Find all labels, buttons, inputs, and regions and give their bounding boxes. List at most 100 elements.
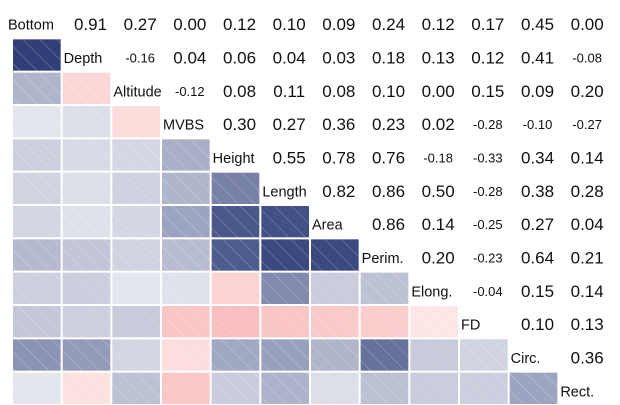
tile-Altitude-Bottom: [13, 72, 61, 104]
tile-Rect.-Height: [211, 372, 260, 404]
tile-Elong.-Height: [211, 272, 260, 304]
value-Bottom-Circ.: 0.45: [521, 15, 554, 34]
value-Altitude-Rect.: 0.20: [571, 82, 604, 101]
tile-hatch: [162, 239, 210, 271]
tile-hatch: [162, 306, 210, 338]
tile-FD-Elong.: [410, 306, 458, 338]
value-FD-Rect.: 0.13: [571, 315, 604, 334]
tile-Perim.-Depth: [62, 239, 111, 271]
value-Bottom-Length: 0.10: [273, 15, 306, 34]
value-Area-Rect.: 0.04: [571, 215, 604, 234]
variable-labels: Bottom Depth Altitude MVBS Height Length Area P…: [8, 18, 594, 401]
tile-Area-MVBS: [162, 206, 210, 238]
value-Altitude-FD: 0.15: [471, 82, 504, 101]
tile-hatch: [311, 372, 359, 404]
tile-Elong.-MVBS: [162, 272, 210, 304]
tile-hatch: [13, 272, 61, 304]
tile-Area-Height: [211, 206, 260, 238]
value-Depth-FD: 0.12: [471, 49, 504, 68]
tile-hatch: [62, 272, 111, 304]
value-Altitude-Length: 0.11: [273, 82, 305, 101]
tile-Elong.-Length: [261, 272, 309, 304]
correlation-tiles: [13, 39, 558, 404]
value-Bottom-Elong.: 0.12: [422, 15, 455, 34]
tile-hatch: [162, 139, 210, 171]
value-MVBS-Rect.: -0.27: [572, 117, 602, 132]
tile-hatch: [62, 72, 111, 104]
tile-hatch: [360, 339, 409, 371]
tile-hatch: [211, 339, 260, 371]
tile-Elong.-Perim.: [360, 272, 409, 304]
tile-Circ.-Area: [311, 339, 359, 371]
variable-label-altitude: Altitude: [113, 84, 161, 100]
value-Elong.-FD: -0.04: [473, 284, 503, 299]
tile-MVBS-Altitude: [112, 106, 160, 138]
value-MVBS-Height: 0.30: [223, 115, 256, 134]
tile-hatch: [211, 172, 260, 204]
tile-Circ.-Perim.: [360, 339, 409, 371]
value-Circ.-Rect.: 0.36: [571, 349, 604, 368]
tile-Circ.-Elong.: [410, 339, 458, 371]
tile-Area-Length: [261, 206, 309, 238]
tile-hatch: [261, 306, 309, 338]
tile-Rect.-FD: [460, 372, 508, 404]
tile-Rect.-Circ.: [509, 372, 558, 404]
tile-hatch: [162, 339, 210, 371]
tile-Height-Altitude: [112, 139, 160, 171]
tile-hatch: [162, 172, 210, 204]
tile-hatch: [211, 206, 260, 238]
tile-Elong.-Bottom: [13, 272, 61, 304]
value-Altitude-Perim.: 0.10: [372, 82, 405, 101]
value-Depth-MVBS: 0.04: [173, 49, 206, 68]
tile-MVBS-Depth: [62, 106, 111, 138]
tile-hatch: [112, 172, 160, 204]
value-Bottom-Depth: 0.91: [74, 15, 107, 34]
value-Bottom-Rect.: 0.00: [571, 15, 604, 34]
value-Depth-Perim.: 0.18: [372, 49, 405, 68]
tile-hatch: [360, 306, 409, 338]
value-Elong.-Rect.: 0.14: [571, 282, 604, 301]
value-Length-Area: 0.82: [322, 182, 355, 201]
tile-Perim.-Length: [261, 239, 309, 271]
tile-hatch: [162, 206, 210, 238]
tile-hatch: [311, 339, 359, 371]
value-Area-Perim.: 0.86: [372, 215, 405, 234]
tile-hatch: [311, 306, 359, 338]
tile-hatch: [112, 206, 160, 238]
tile-Rect.-Length: [261, 372, 309, 404]
value-Height-FD: -0.33: [473, 151, 503, 166]
variable-label-elong: Elong.: [411, 284, 452, 300]
variable-label-circ: Circ.: [511, 351, 541, 367]
tile-hatch: [13, 172, 61, 204]
variable-label-rect: Rect.: [560, 384, 594, 400]
tile-FD-Length: [261, 306, 309, 338]
tile-Circ.-Depth: [62, 339, 111, 371]
value-Altitude-Area: 0.08: [322, 82, 355, 101]
tile-hatch: [112, 272, 160, 304]
tile-Length-Height: [211, 172, 260, 204]
tile-Perim.-Altitude: [112, 239, 160, 271]
variable-label-length: Length: [262, 184, 306, 200]
tile-hatch: [162, 372, 210, 404]
tile-Circ.-Height: [211, 339, 260, 371]
value-Height-Circ.: 0.34: [521, 149, 554, 168]
tile-hatch: [311, 272, 359, 304]
tile-hatch: [13, 239, 61, 271]
tile-hatch: [211, 372, 260, 404]
tile-Length-MVBS: [162, 172, 210, 204]
value-Length-Rect.: 0.28: [571, 182, 604, 201]
tile-hatch: [13, 72, 61, 104]
value-Depth-Elong.: 0.13: [422, 49, 455, 68]
variable-label-bottom: Bottom: [8, 18, 54, 34]
value-Bottom-Altitude: 0.27: [124, 15, 157, 34]
tile-Area-Bottom: [13, 206, 61, 238]
value-Height-Perim.: 0.76: [372, 149, 405, 168]
tile-FD-Perim.: [360, 306, 409, 338]
tile-Elong.-Altitude: [112, 272, 160, 304]
tile-Length-Altitude: [112, 172, 160, 204]
tile-Rect.-MVBS: [162, 372, 210, 404]
tile-hatch: [13, 139, 61, 171]
value-Perim.-Circ.: 0.64: [521, 249, 554, 268]
value-MVBS-Length: 0.27: [273, 115, 306, 134]
variable-label-perim: Perim.: [362, 251, 404, 267]
